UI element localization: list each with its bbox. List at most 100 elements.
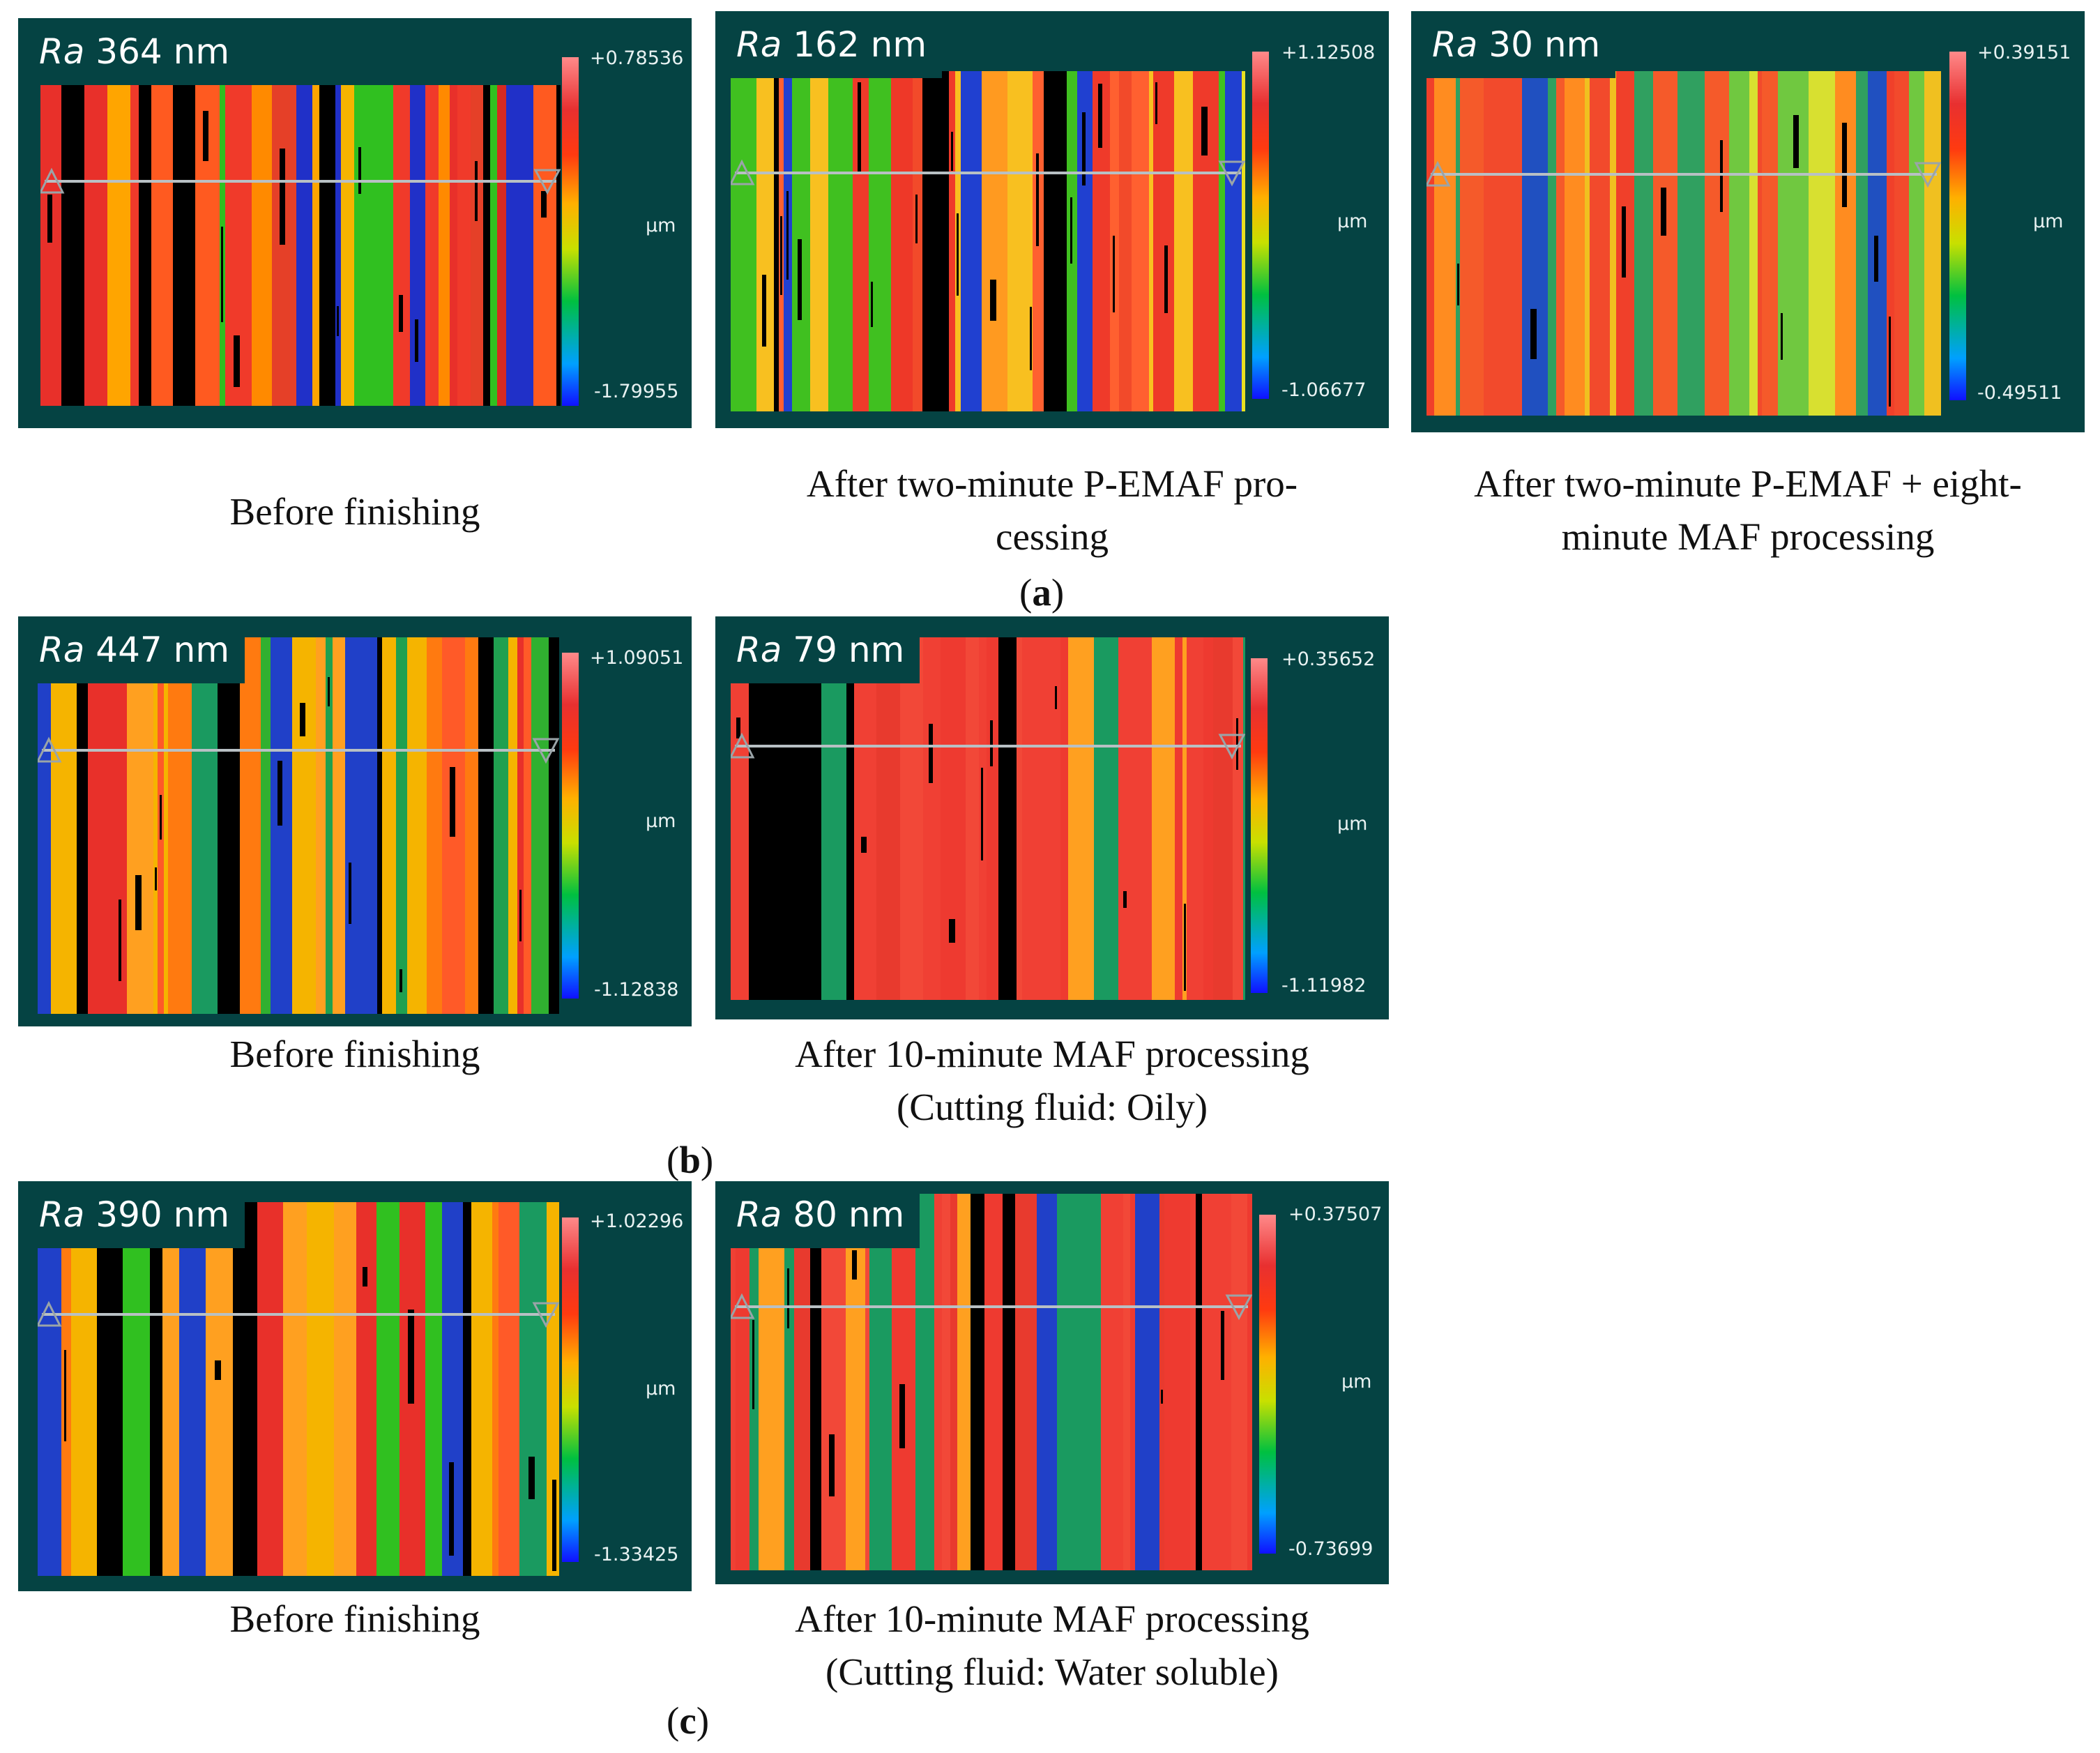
speckle [949, 919, 955, 943]
stripe [1634, 71, 1653, 416]
stripe [471, 85, 483, 406]
stripe [1084, 1194, 1101, 1570]
speckle [762, 275, 766, 347]
stripe [425, 85, 439, 406]
stripe [876, 71, 891, 411]
stripe [971, 1194, 984, 1570]
speckle [1874, 236, 1878, 282]
stripe [1118, 637, 1133, 1000]
stripe [506, 85, 533, 406]
stripe [756, 71, 774, 411]
stripe [439, 85, 450, 406]
stripe [173, 85, 195, 406]
scale-unit: µm [1337, 813, 1368, 835]
stripe [517, 637, 524, 1014]
stripe [1007, 71, 1028, 411]
stripe [88, 637, 115, 1014]
stripe [950, 1194, 957, 1570]
stripe [393, 85, 410, 406]
scale-max: +1.09051 [590, 647, 684, 669]
topography-panel-c1: Ra 390 nm +1.02296 µm -1.33425 [18, 1181, 692, 1591]
stripe [1196, 1194, 1202, 1570]
speckle [780, 216, 782, 295]
speckle [475, 161, 478, 221]
stripe [1749, 71, 1758, 416]
scale-min: -1.11982 [1281, 975, 1367, 996]
speckle [280, 149, 285, 245]
speckle [861, 837, 867, 853]
stripe [821, 637, 846, 1000]
stripe [1182, 637, 1187, 1000]
stripe [192, 637, 218, 1014]
stripe [1653, 71, 1677, 416]
stripe [382, 637, 396, 1014]
stripe [794, 1194, 810, 1570]
speckle [1201, 107, 1208, 155]
stripe [1175, 637, 1182, 1000]
stripe [407, 637, 427, 1014]
stripe [1610, 71, 1616, 416]
stripe [307, 1202, 334, 1576]
ra-label: Ra 162 nm [715, 11, 943, 78]
topography-map [731, 71, 1245, 411]
color-scale-bar [562, 653, 579, 999]
stripe [1243, 637, 1245, 1000]
stripe [1160, 71, 1174, 411]
stripe [271, 637, 292, 1014]
stripe [334, 1202, 356, 1576]
scale-max: +0.37507 [1288, 1204, 1383, 1225]
scale-min: -1.33425 [594, 1544, 679, 1565]
speckle [1036, 153, 1039, 246]
speckle [221, 227, 223, 322]
speckle [990, 720, 993, 766]
stripe [38, 1202, 61, 1576]
stripe [1216, 1194, 1231, 1570]
speckle [64, 1350, 66, 1441]
speckle [1161, 1390, 1163, 1404]
caption-a1: Before finishing [229, 490, 480, 533]
speckle [399, 295, 403, 332]
stripe [1705, 71, 1716, 416]
stripe [1426, 71, 1434, 416]
stripe [257, 1202, 283, 1576]
stripe [465, 637, 478, 1014]
stripe [1548, 71, 1556, 416]
stripe [84, 85, 107, 406]
stripe [1159, 1194, 1164, 1570]
stripe [1247, 1194, 1252, 1570]
stripe [1716, 71, 1729, 416]
speckle [798, 239, 802, 320]
stripe [1484, 71, 1500, 416]
stripe [982, 71, 1007, 411]
stripe [1003, 1194, 1015, 1570]
stripe [356, 637, 377, 1014]
stripe [494, 637, 508, 1014]
topography-map [40, 85, 561, 406]
speckle [787, 1268, 789, 1328]
stripe [1219, 71, 1225, 411]
stripe [900, 637, 923, 1000]
speckle [1889, 317, 1891, 407]
stripe [335, 85, 341, 406]
speckle [1661, 188, 1666, 236]
stripe [492, 1202, 499, 1576]
stripe [1057, 1194, 1084, 1570]
stripe [396, 637, 407, 1014]
caption-b1: Before finishing [229, 1033, 480, 1075]
stripe [61, 85, 84, 406]
profile-line [731, 732, 1245, 760]
stripe [1028, 71, 1033, 411]
stripe [168, 637, 192, 1014]
speckle [119, 900, 121, 981]
speckle [1184, 904, 1186, 991]
color-scale-bar [1252, 52, 1269, 399]
stripe [828, 71, 853, 411]
stripe [326, 637, 333, 1014]
stripe [115, 637, 127, 1014]
stripe [1164, 1194, 1190, 1570]
stripe [774, 71, 779, 411]
color-scale-bar [562, 57, 579, 406]
stripe [1762, 71, 1778, 416]
speckle [415, 319, 418, 362]
stripe [345, 637, 356, 1014]
